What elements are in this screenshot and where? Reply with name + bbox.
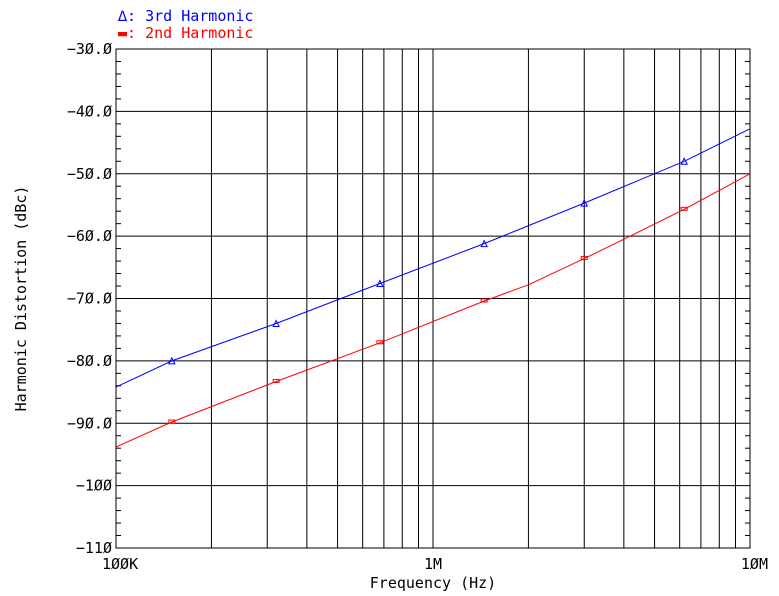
y-tick-labels: −3Ø.Ø −4Ø.Ø −5Ø.Ø −6Ø.Ø −7Ø.Ø −8Ø.Ø −9Ø.Ø −1ØØ −… <box>67 40 112 557</box>
rect-marker <box>480 298 488 303</box>
minor-ticks <box>116 60 750 537</box>
y-tick-label: −7Ø.Ø <box>67 290 112 308</box>
series-layer <box>115 128 751 448</box>
series-line <box>115 128 751 388</box>
y-tick-label: −1ØØ <box>76 477 112 495</box>
series-3rd-harmonic <box>115 128 751 388</box>
rect-marker <box>168 419 176 424</box>
rect-marker <box>272 378 280 383</box>
plot-frame <box>115 48 751 549</box>
x-tick-label: 1ØØK <box>102 555 138 573</box>
y-tick-label: −8Ø.Ø <box>67 352 112 370</box>
y-tick-label: −5Ø.Ø <box>67 165 112 183</box>
triangle-marker <box>680 157 688 165</box>
x-axis-label: Frequency (Hz) <box>370 574 496 592</box>
triangle-marker <box>580 198 589 207</box>
y-axis-label: Harmonic Distortion (dBc) <box>12 186 30 412</box>
x-tick-label: 1M <box>424 555 442 573</box>
series-line <box>115 173 751 448</box>
y-tick-label: −9Ø.Ø <box>67 414 112 432</box>
y-tick-label: −11Ø <box>76 539 112 557</box>
y-tick-label: −6Ø.Ø <box>67 227 112 245</box>
triangle-marker <box>376 279 384 288</box>
legend: ∆: 3rd Harmonic▬: 2nd Harmonic <box>117 7 253 42</box>
legend-entry-2nd-harmonic: ▬: 2nd Harmonic <box>118 24 253 42</box>
triangle-marker <box>272 319 280 327</box>
rect-marker <box>580 256 588 261</box>
rect-marker <box>680 206 688 211</box>
rect-marker <box>376 340 384 345</box>
y-tick-label: −4Ø.Ø <box>67 102 112 120</box>
y-tick-label: −3Ø.Ø <box>67 40 112 58</box>
triangle-marker <box>480 239 488 248</box>
triangle-marker <box>168 356 176 365</box>
x-tick-labels: 1ØØK 1M 1ØM <box>102 555 768 573</box>
series-2nd-harmonic <box>115 173 751 448</box>
x-tick-label: 1ØM <box>741 555 768 573</box>
grid <box>116 49 750 548</box>
legend-entry-3rd-harmonic: ∆: 3rd Harmonic <box>117 7 253 25</box>
